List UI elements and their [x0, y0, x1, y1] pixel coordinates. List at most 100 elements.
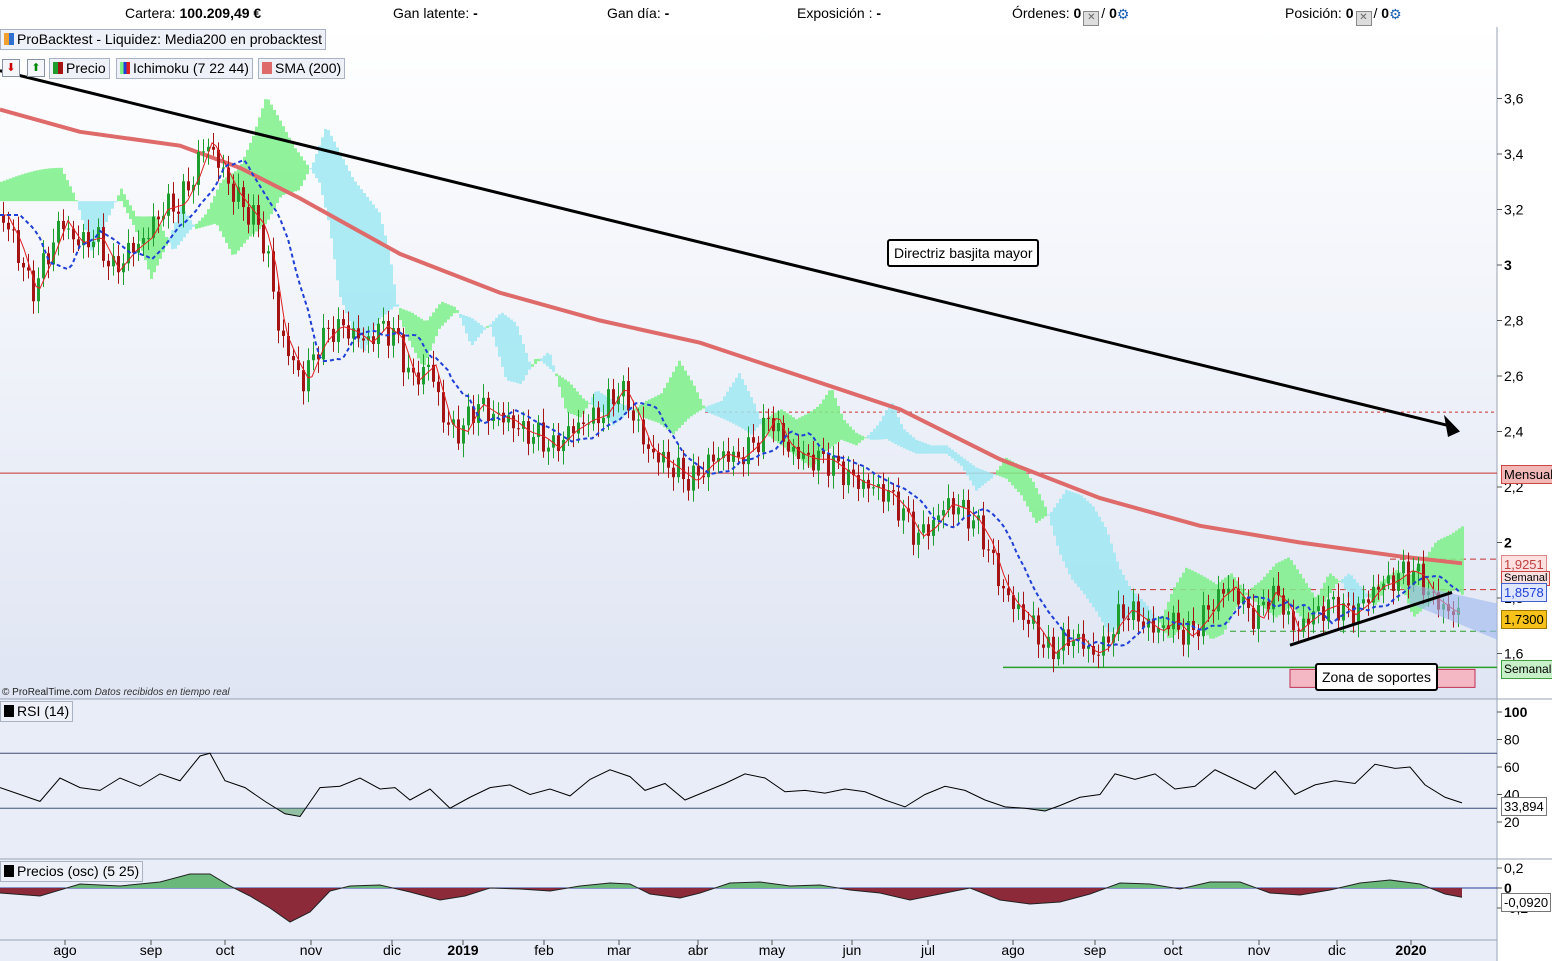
candle-body — [572, 426, 575, 434]
kumo-segment — [489, 324, 492, 327]
candle-body — [652, 448, 655, 453]
kumo-segment — [1125, 580, 1128, 620]
posicion[interactable]: Posición: 0 ✕/ 0⚙ — [1285, 5, 1402, 26]
candle-body — [197, 152, 200, 185]
kumo-segment — [789, 415, 792, 453]
kumo-segment — [1128, 585, 1131, 618]
legend-ichimoku[interactable]: Ichimoku (7 22 44) — [116, 58, 253, 79]
candle-body — [627, 381, 630, 411]
price-chart[interactable]: 3,63,43,232,82,62,42,221,81,610080604020… — [0, 27, 1552, 961]
kumo-segment — [726, 391, 729, 421]
rsi-panel-title[interactable]: RSI (14) — [0, 701, 74, 722]
kumo-segment — [324, 129, 327, 208]
kumo-segment — [135, 216, 138, 233]
kumo-segment — [870, 432, 873, 440]
candle-body — [537, 422, 540, 437]
kumo-segment — [423, 320, 426, 366]
candle-body — [1067, 629, 1070, 646]
candle-body — [62, 220, 65, 230]
cancel-orders-icon[interactable]: ✕ — [1083, 11, 1100, 26]
kumo-segment — [1308, 587, 1311, 620]
candle-swatch-icon — [53, 62, 63, 74]
candle-body — [517, 428, 520, 430]
kumo-segment — [330, 135, 333, 239]
kumo-segment — [309, 168, 312, 170]
kumo-segment — [825, 394, 828, 451]
gear-icon[interactable]: ⚙ — [1389, 6, 1402, 22]
kumo-segment — [1251, 587, 1254, 600]
kumo-segment — [234, 171, 237, 255]
kumo-segment — [318, 145, 321, 183]
rsi-oversold-fill — [0, 808, 1462, 817]
candle-body — [82, 232, 85, 246]
kumo-segment — [1146, 605, 1149, 622]
candle-body — [377, 323, 380, 344]
candle-body — [32, 270, 35, 302]
arrow-down-icon[interactable]: ⬇ — [2, 59, 20, 77]
candle-body — [1072, 640, 1075, 646]
candle-body — [457, 419, 460, 444]
candle-body — [507, 415, 510, 423]
kumo-segment — [663, 388, 666, 428]
kumo-segment — [30, 171, 33, 202]
kumo-segment — [1149, 609, 1152, 625]
candle-body — [1097, 654, 1100, 656]
kumo-segment — [786, 413, 789, 450]
kumo-segment — [444, 303, 447, 323]
ordenes[interactable]: Órdenes: 0 ✕/ 0⚙ — [1012, 5, 1129, 26]
kumo-segment — [1164, 609, 1167, 633]
candle-body — [592, 407, 595, 424]
kumo-segment — [1290, 560, 1293, 607]
kumo-segment — [816, 406, 819, 461]
kumo-segment — [621, 404, 624, 418]
kumo-segment — [294, 148, 297, 192]
candle-body — [12, 229, 15, 231]
candle-body — [757, 442, 760, 453]
kumo-segment — [1455, 530, 1458, 590]
legend-sma[interactable]: SMA (200) — [258, 58, 346, 79]
kumo-segment — [1002, 461, 1005, 478]
kumo-segment — [1431, 547, 1434, 602]
cartera: Cartera: 100.209,49 € — [125, 5, 261, 21]
x-tick-label: jun — [842, 942, 862, 958]
candle-body — [922, 524, 925, 533]
candle-body — [202, 151, 205, 153]
candle-body — [637, 419, 640, 421]
level-label-semanal-bottom: Semanal — [1501, 660, 1552, 679]
kumo-segment — [153, 216, 156, 273]
candle-body — [547, 447, 550, 452]
kumo-segment — [1287, 557, 1290, 609]
kumo-segment — [579, 394, 582, 418]
annotation-zona-soportes[interactable]: Zona de soportes — [1315, 663, 1438, 691]
candle-body — [287, 335, 290, 357]
kumo-segment — [1281, 560, 1284, 613]
kumo-segment — [462, 314, 465, 326]
kumo-segment — [150, 216, 153, 279]
kumo-segment — [1395, 570, 1398, 585]
annotation-directriz[interactable]: Directriz basjita mayor — [887, 239, 1040, 267]
kumo-segment — [354, 181, 357, 336]
candle-body — [87, 232, 90, 248]
kumo-segment — [1203, 576, 1206, 632]
candle-body — [1082, 633, 1085, 649]
osc-panel-title[interactable]: Precios (osc) (5 25) — [0, 861, 144, 882]
kumo-segment — [1026, 474, 1029, 507]
close-position-icon[interactable]: ✕ — [1355, 11, 1372, 26]
kumo-segment — [225, 177, 228, 243]
candle-body — [1342, 603, 1345, 621]
kumo-segment — [306, 164, 309, 175]
kumo-segment — [780, 409, 783, 446]
legend-precio[interactable]: Precio — [49, 58, 110, 79]
arrow-up-icon[interactable]: ⬆ — [27, 59, 45, 77]
kumo-segment — [1014, 463, 1017, 489]
candle-body — [987, 549, 990, 551]
kumo-segment — [597, 391, 600, 410]
kumo-segment — [141, 216, 144, 251]
kumo-segment — [168, 237, 171, 244]
chart-title[interactable]: ProBacktest - Liquidez: Media200 en prob… — [0, 29, 327, 50]
gear-icon[interactable]: ⚙ — [1116, 6, 1130, 22]
kumo-segment — [585, 400, 588, 409]
candle-body — [342, 319, 345, 326]
candle-body — [527, 421, 530, 444]
kumo-segment — [333, 141, 336, 260]
